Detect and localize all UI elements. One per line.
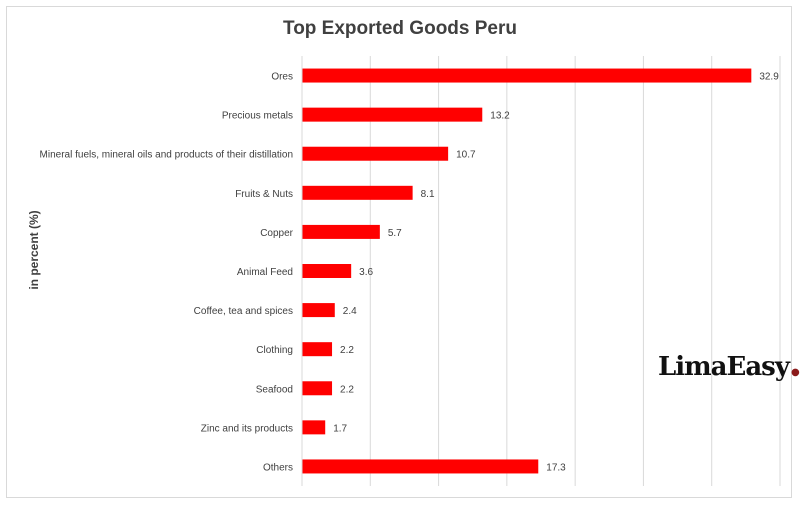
bar-8 xyxy=(302,342,333,357)
data-label: 17.3 xyxy=(546,462,566,473)
data-label: 3.6 xyxy=(359,267,373,278)
bar-3 xyxy=(302,146,449,161)
grid-lines xyxy=(369,56,781,486)
data-label: 32.9 xyxy=(759,72,779,83)
bar-2 xyxy=(302,107,483,122)
category-label: Precious metals xyxy=(222,111,293,122)
logo-dots-icon: ●●● xyxy=(790,367,800,378)
bar-5 xyxy=(302,224,380,239)
category-label: Mineral fuels, mineral oils and products… xyxy=(40,150,293,161)
category-label: Ores xyxy=(271,72,293,83)
category-label: Others xyxy=(263,462,293,473)
category-labels: Ores Precious metals Mineral fuels, minera… xyxy=(40,72,294,474)
data-label: 8.1 xyxy=(421,189,435,200)
category-label: Clothing xyxy=(256,345,293,356)
data-label: 10.7 xyxy=(456,150,476,161)
bar-7 xyxy=(302,303,335,318)
bar-6 xyxy=(302,264,352,278)
data-label: 1.7 xyxy=(333,423,347,434)
data-label: 5.7 xyxy=(388,228,402,239)
bar-4 xyxy=(302,185,413,200)
bar-9 xyxy=(302,381,333,396)
data-label: 2.2 xyxy=(340,384,354,395)
category-label: Zinc and its products xyxy=(201,423,293,434)
data-label: 2.4 xyxy=(343,306,357,317)
category-label: Coffee, tea and spices xyxy=(194,306,293,317)
category-label: Animal Feed xyxy=(237,267,293,278)
data-labels: 32.9 13.2 10.7 8.1 5.7 3.6 2.4 2.2 2.2 1.7 17.3 xyxy=(333,72,779,474)
chart-title: Top Exported Goods Peru xyxy=(283,18,517,39)
logo-text: LimaEasy xyxy=(658,352,790,382)
limaeasy-logo: LimaEasy●●● xyxy=(658,352,800,382)
data-label: 13.2 xyxy=(490,111,510,122)
chart-frame xyxy=(6,6,792,498)
bar-1 xyxy=(302,68,752,83)
bar-11 xyxy=(302,459,539,474)
category-label: Seafood xyxy=(256,384,293,395)
bars xyxy=(302,68,752,474)
category-label: Copper xyxy=(260,228,293,239)
bar-10 xyxy=(302,420,326,435)
data-label: 2.2 xyxy=(340,345,354,356)
category-label: Fruits & Nuts xyxy=(235,189,293,200)
